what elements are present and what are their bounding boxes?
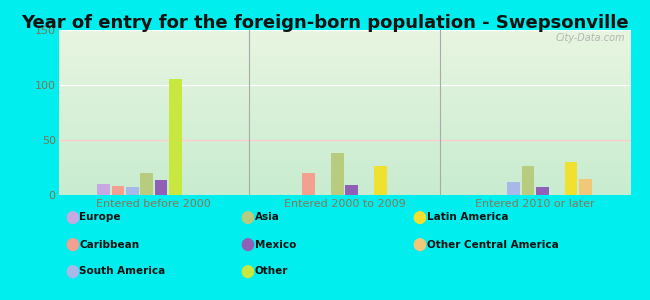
Bar [374,167,387,195]
Bar [522,167,534,195]
Bar [98,184,110,195]
Bar [579,178,592,195]
Text: ⬤: ⬤ [240,238,255,251]
Text: ⬤: ⬤ [65,211,79,224]
Bar [126,187,138,195]
Text: ⬤: ⬤ [413,211,427,224]
Bar [345,185,358,195]
Text: Caribbean: Caribbean [79,239,140,250]
Bar [331,153,344,195]
Bar [508,182,520,195]
Text: Year of entry for the foreign-born population - Swepsonville: Year of entry for the foreign-born popul… [21,14,629,32]
Text: ⬤: ⬤ [240,265,255,278]
Text: Asia: Asia [255,212,280,223]
Text: City-Data.com: City-Data.com [555,33,625,43]
Text: ⬤: ⬤ [413,238,427,251]
Text: Mexico: Mexico [255,239,296,250]
Text: South America: South America [79,266,166,277]
Text: ⬤: ⬤ [65,238,79,251]
Bar [536,187,549,195]
Bar [140,173,153,195]
Text: Other Central America: Other Central America [427,239,559,250]
Bar [565,162,577,195]
Text: Other: Other [255,266,288,277]
Bar [112,186,124,195]
Text: Latin America: Latin America [427,212,508,223]
Text: Europe: Europe [79,212,121,223]
Bar [302,173,315,195]
Text: ⬤: ⬤ [240,211,255,224]
Text: ⬤: ⬤ [65,265,79,278]
Bar [169,80,181,195]
Bar [155,180,167,195]
